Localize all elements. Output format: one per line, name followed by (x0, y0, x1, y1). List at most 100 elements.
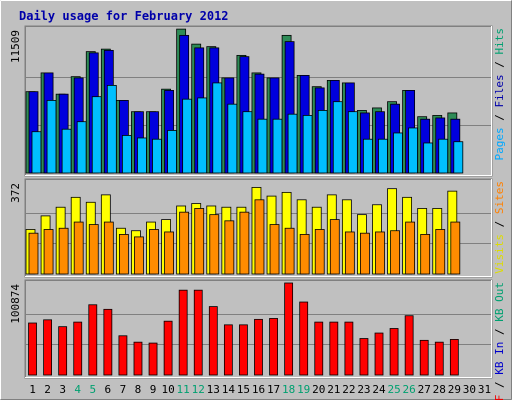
hits-bar-pages (408, 127, 419, 174)
visits-legend-item: Visits (493, 234, 506, 274)
kbytes-bar-kb-f (344, 321, 354, 376)
hits-legend: Pages / Files / Hits (493, 28, 506, 161)
hits-bar-pages (287, 113, 298, 174)
visits-bar-sites (450, 221, 461, 275)
visits-bar-sites (420, 234, 431, 275)
visits-legend-item: / (493, 214, 506, 234)
visits-bar-sites (314, 229, 325, 275)
visits-bar-sites (344, 231, 355, 275)
x-tick-label: 22 (342, 383, 355, 396)
x-tick-label: 20 (312, 383, 325, 396)
x-tick-label: 30 (463, 383, 476, 396)
x-tick-label: 16 (252, 383, 265, 396)
visits-bar-sites (28, 232, 39, 275)
kbytes-bar-kb-f (374, 332, 384, 376)
kbytes-bar-kb-f (208, 306, 218, 376)
kbytes-legend-item: KB Out (493, 282, 506, 322)
visits-legend-item: Sites (493, 181, 506, 214)
visits-bar-sites (194, 208, 205, 275)
kbytes-bar-kb-f (299, 301, 309, 376)
hits-bar-pages (182, 98, 193, 174)
kbytes-bar-kb-f (269, 318, 278, 376)
x-tick-label: 25 (387, 383, 400, 396)
hits-bar-pages (152, 138, 162, 174)
visits-bar-sites (329, 219, 340, 275)
visits-bar-sites (254, 199, 265, 275)
visits-bar-sites (134, 236, 144, 275)
hits-bar-pages (272, 118, 283, 174)
hits-legend-item: / (493, 108, 506, 128)
hits-bar-pages (332, 101, 343, 174)
x-tick-label: 19 (297, 383, 310, 396)
hits-bar-pages (347, 111, 358, 174)
hits-ymax-label: 11509 (9, 30, 22, 63)
hits-bar-pages (106, 85, 117, 174)
visits-bar-sites (58, 227, 69, 275)
visits-bar-sites (164, 231, 174, 275)
kbytes-legend-item: / (493, 322, 506, 342)
visits-bar-sites (43, 229, 54, 275)
kbytes-bar-kb-f (73, 321, 83, 376)
visits-bar-sites (360, 232, 370, 275)
visits-bar-sites (209, 214, 220, 275)
hits-bar-pages (438, 138, 449, 174)
x-tick-label: 6 (105, 383, 112, 396)
kbytes-bar-kb-f (314, 321, 324, 376)
visits-legend: Visits / Sites (493, 181, 506, 274)
hits-bar-pages (317, 110, 328, 174)
hits-bar-pages (212, 82, 223, 174)
visits-bar-sites (103, 221, 114, 275)
kbytes-bar-kb-f (359, 338, 369, 376)
x-tick-label: 14 (222, 383, 236, 396)
x-tick-label: 18 (282, 383, 295, 396)
hits-legend-item: Hits (493, 28, 506, 55)
kbytes-bar-kb-f (178, 289, 188, 376)
x-tick-label: 24 (372, 383, 386, 396)
kbytes-bar-kb-f (329, 321, 339, 376)
x-tick-label: 9 (150, 383, 157, 396)
hits-bar-pages (91, 96, 102, 174)
chart-title: Daily usage for February 2012 (19, 9, 229, 23)
hits-bar-pages (46, 100, 57, 174)
kbytes-bar-kb-f (193, 289, 203, 376)
visits-bar-sites (239, 211, 250, 275)
visits-ymax-label: 372 (9, 183, 22, 203)
x-tick-label: 3 (59, 383, 66, 396)
kbytes-legend-item: KB F (493, 395, 506, 400)
hits-bar-pages (121, 135, 132, 174)
kbytes-bar-kb-f (58, 326, 68, 376)
x-tick-label: 17 (267, 383, 280, 396)
hits-bar-pages (167, 130, 177, 174)
visits-bar-sites (224, 220, 235, 275)
hits-bar-pages (61, 128, 72, 174)
x-tick-label: 7 (120, 383, 127, 396)
kbytes-bar-kb-f (223, 324, 233, 376)
x-tick-label: 8 (135, 383, 142, 396)
hits-legend-item: Files (493, 74, 506, 107)
hits-bar-pages (363, 138, 373, 174)
kbytes-legend-item: / (493, 375, 506, 395)
kbytes-legend-item: KB In (493, 342, 506, 375)
visits-bar-sites (149, 229, 159, 275)
x-tick-label: 26 (403, 383, 416, 396)
visits-bar-sites (299, 234, 310, 275)
kbytes-bar-kb-f (28, 322, 37, 376)
hits-legend-item: Pages (493, 127, 506, 160)
x-tick-label: 2 (44, 383, 51, 396)
x-tick-label: 31 (478, 383, 491, 396)
x-tick-label: 27 (418, 383, 431, 396)
kbytes-bar-kb-f (419, 339, 429, 376)
hits-bar-pages (378, 138, 388, 174)
kbytes-bar-kb-f (43, 319, 52, 376)
kbytes-bar-kb-f (434, 341, 444, 376)
visits-bar-sites (88, 224, 99, 275)
kbytes-bar-kb-f (148, 342, 158, 376)
x-tick-label: 5 (89, 383, 96, 396)
hits-bar-pages (393, 132, 403, 174)
x-tick-label: 13 (207, 383, 220, 396)
visits-bar-sites (73, 221, 84, 275)
visits-bar-sites (179, 211, 190, 275)
x-tick-label: 12 (192, 383, 205, 396)
